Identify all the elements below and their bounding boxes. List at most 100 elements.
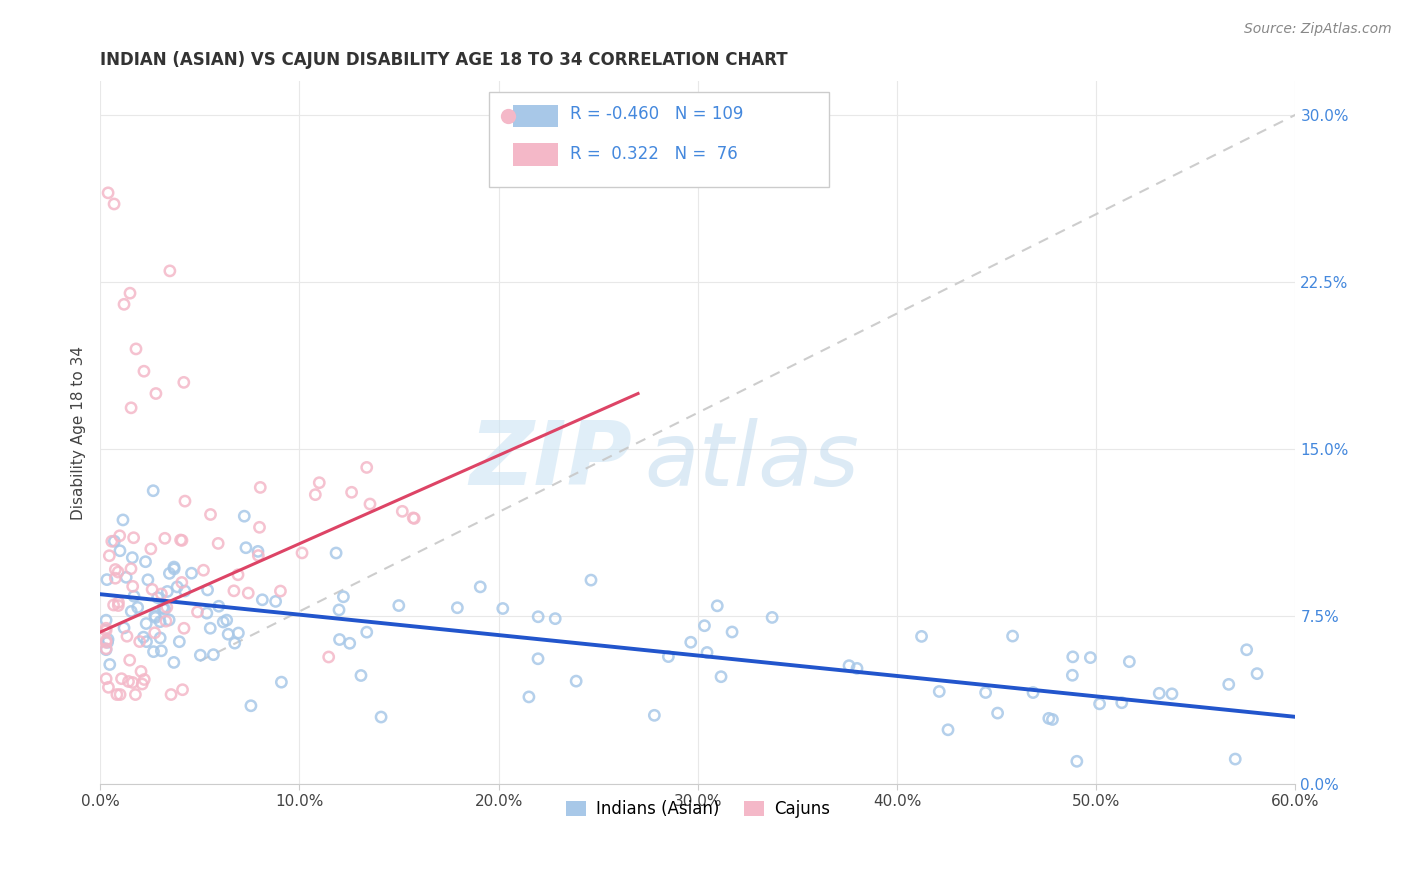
Point (115, 629, 138, 643)
Point (142, 483, 165, 498)
Text: Source: ZipAtlas.com: Source: ZipAtlas.com (1244, 22, 1392, 37)
Text: INDIAN (ASIAN) VS CAJUN DISABILITY AGE 18 TO 34 CORRELATION CHART: INDIAN (ASIAN) VS CAJUN DISABILITY AGE 1… (100, 51, 787, 69)
Point (103, 197, 125, 211)
Point (1001, 629, 1024, 643)
Point (1088, 697, 1111, 711)
Point (208, 599, 231, 614)
Bar (513, 143, 558, 166)
Point (235, 541, 257, 555)
Point (101, 534, 124, 549)
Point (97, 632, 120, 647)
Point (121, 579, 143, 593)
Point (153, 602, 176, 616)
Point (103, 534, 125, 549)
Point (173, 621, 195, 635)
Point (96, 672, 118, 686)
Point (249, 520, 271, 534)
Point (987, 706, 1010, 720)
Point (470, 580, 492, 594)
Point (974, 685, 997, 699)
Point (104, 571, 127, 585)
Point (1042, 713, 1064, 727)
Point (527, 609, 550, 624)
Point (706, 599, 728, 613)
Y-axis label: Disability Age 18 to 34: Disability Age 18 to 34 (72, 345, 86, 519)
Point (170, 575, 193, 590)
Point (135, 634, 157, 648)
Point (388, 599, 411, 613)
Point (156, 600, 179, 615)
Point (404, 511, 426, 525)
Point (226, 567, 249, 582)
Point (270, 675, 292, 690)
Bar (513, 104, 558, 127)
Point (1062, 668, 1084, 682)
Point (124, 688, 146, 702)
Point (269, 584, 291, 599)
Point (145, 610, 167, 624)
Point (846, 661, 869, 675)
Point (200, 621, 222, 635)
Point (103, 598, 125, 612)
Point (117, 674, 139, 689)
Point (207, 536, 229, 550)
Point (160, 688, 183, 702)
Point (110, 672, 132, 686)
Point (169, 634, 191, 648)
Point (107, 599, 129, 613)
Point (173, 584, 195, 599)
Point (132, 630, 155, 644)
Point (318, 650, 340, 665)
Point (1080, 650, 1102, 665)
Point (107, 565, 129, 579)
FancyBboxPatch shape (489, 92, 830, 186)
Point (222, 583, 245, 598)
Point (643, 708, 665, 723)
Point (249, 480, 271, 494)
Point (105, 688, 128, 702)
Point (166, 580, 188, 594)
Point (98, 549, 121, 563)
Point (96, 573, 118, 587)
Point (143, 608, 166, 623)
Point (247, 549, 270, 563)
Point (928, 684, 950, 698)
Point (340, 485, 363, 500)
Point (238, 586, 260, 600)
Point (517, 690, 540, 704)
Point (328, 632, 350, 647)
Point (108, 688, 131, 702)
Point (94, 642, 117, 657)
Point (217, 627, 239, 641)
Point (94, 621, 117, 635)
Point (721, 625, 744, 640)
Point (129, 665, 152, 679)
Point (94, 624, 117, 638)
Point (112, 621, 135, 635)
Point (356, 625, 378, 640)
Point (693, 618, 716, 632)
Point (150, 644, 173, 658)
Point (170, 533, 193, 548)
Point (325, 546, 347, 560)
Point (679, 635, 702, 649)
Point (120, 401, 142, 415)
Point (98, 657, 121, 672)
Point (156, 584, 179, 599)
Point (104, 562, 127, 576)
Point (127, 600, 149, 615)
Text: ZIP: ZIP (470, 417, 633, 504)
Text: R = -0.460   N = 109: R = -0.460 N = 109 (569, 105, 744, 123)
Point (150, 587, 173, 601)
Point (1062, 649, 1084, 664)
Point (544, 612, 567, 626)
Point (136, 573, 159, 587)
Point (121, 550, 143, 565)
Point (252, 592, 274, 607)
Point (1038, 711, 1060, 725)
Point (202, 648, 225, 662)
Point (143, 625, 166, 640)
Point (125, 342, 148, 356)
Point (159, 264, 181, 278)
Point (120, 562, 142, 576)
